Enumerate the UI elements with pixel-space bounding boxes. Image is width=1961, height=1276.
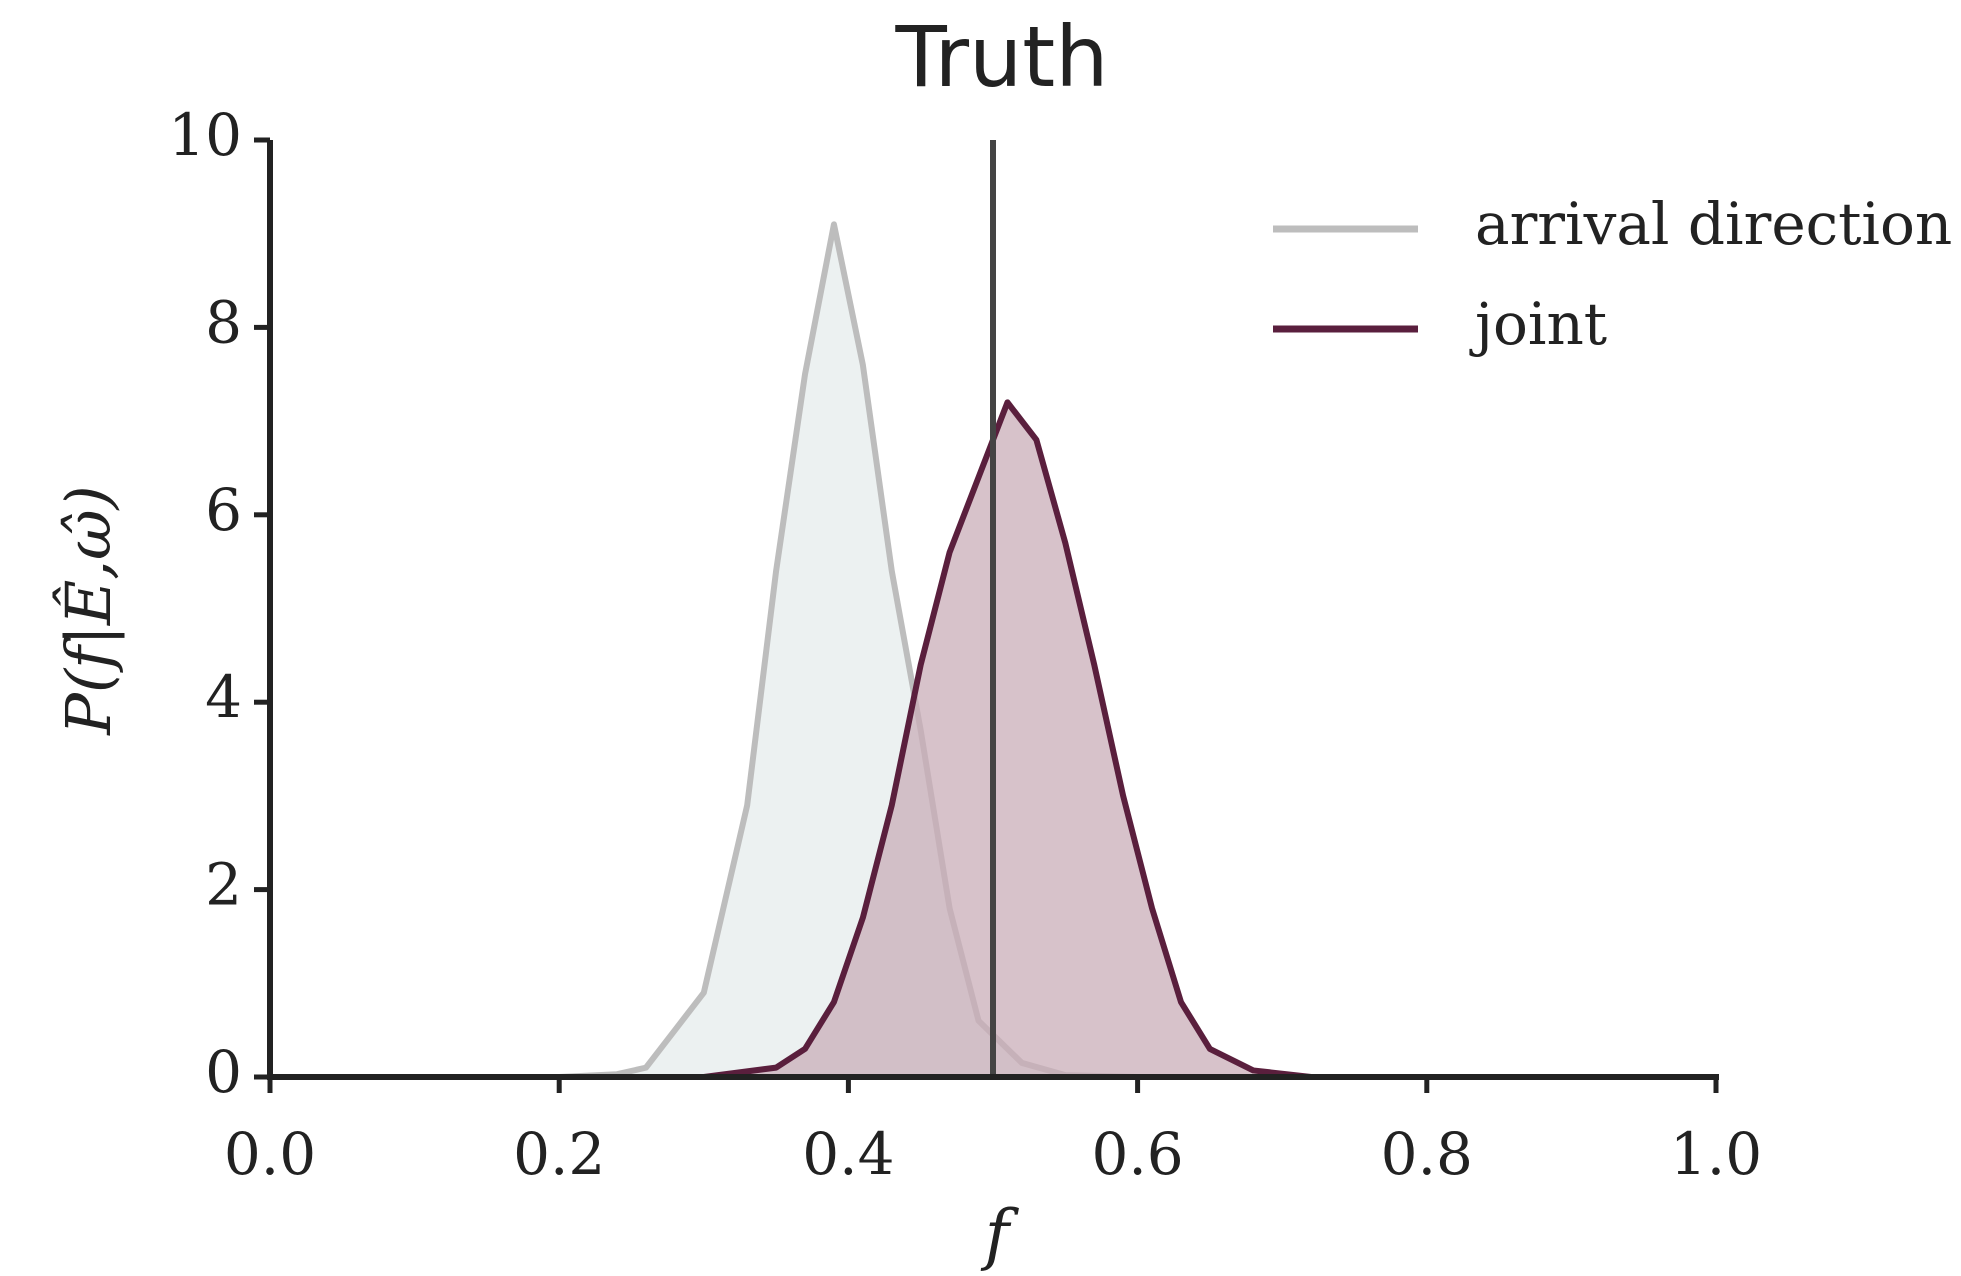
x-tick-label: 0.8 bbox=[1381, 1120, 1473, 1188]
x-tick-label: 0.6 bbox=[1091, 1120, 1183, 1188]
x-tick-label: 0.2 bbox=[513, 1120, 605, 1188]
x-tick-label: 1.0 bbox=[1670, 1120, 1762, 1188]
x-tick-label: 0.4 bbox=[802, 1120, 894, 1188]
legend-label: joint bbox=[1469, 290, 1607, 358]
y-tick-label: 10 bbox=[168, 101, 242, 169]
chart-title: Truth bbox=[895, 8, 1109, 106]
y-axis-label: P(f|Ê,ω̂) bbox=[52, 485, 125, 735]
legend-label: arrival direction bbox=[1475, 190, 1952, 258]
y-tick-label: 0 bbox=[205, 1038, 242, 1106]
y-tick-label: 8 bbox=[205, 288, 242, 356]
x-tick-label: 0.0 bbox=[224, 1120, 316, 1188]
x-axis-label: f bbox=[980, 1196, 1020, 1273]
y-tick-label: 2 bbox=[205, 851, 242, 919]
y-tick-label: 6 bbox=[205, 476, 242, 544]
y-tick-label: 4 bbox=[205, 663, 242, 731]
